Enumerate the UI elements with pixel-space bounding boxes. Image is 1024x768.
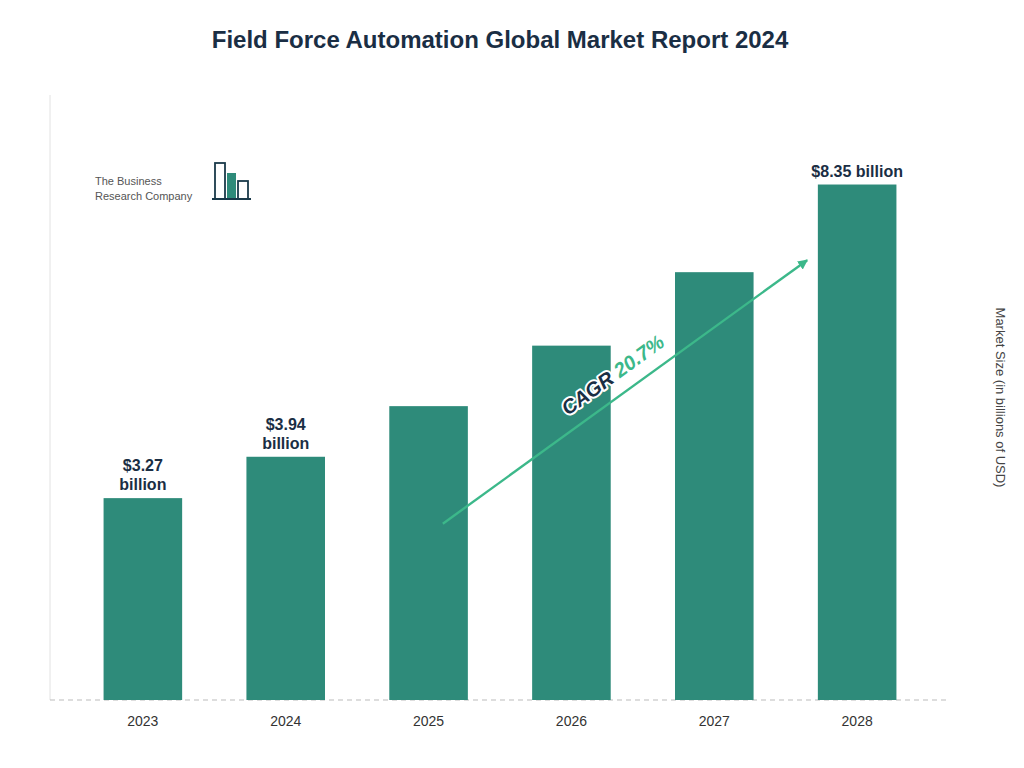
- data-label: $3.27billion: [119, 457, 166, 493]
- x-tick-label: 2028: [842, 713, 873, 729]
- cagr-arrow: [443, 260, 807, 524]
- x-tick-label: 2025: [413, 713, 444, 729]
- x-tick-label: 2023: [127, 713, 158, 729]
- logo-building: [215, 163, 225, 199]
- background: [0, 0, 1024, 768]
- bar: [246, 457, 325, 700]
- logo: The BusinessResearch Company: [95, 163, 251, 202]
- data-label: $3.94billion: [262, 416, 309, 452]
- y-axis-label: Market Size (in billions of USD): [993, 308, 1008, 488]
- bars: [104, 185, 897, 700]
- x-tick-label: 2024: [270, 713, 301, 729]
- bar: [675, 272, 754, 700]
- bar: [818, 185, 897, 700]
- baseline: [50, 699, 950, 700]
- cagr-annotation: CAGR 20.7%: [557, 330, 668, 419]
- y-axis-line: [50, 95, 51, 700]
- x-tick-label: 2027: [699, 713, 730, 729]
- data-label: $8.35 billion: [811, 163, 903, 180]
- x-tick-label: 2026: [556, 713, 587, 729]
- chart: Field Force Automation Global Market Rep…: [0, 0, 1024, 768]
- logo-building: [227, 173, 236, 199]
- logo-building: [238, 181, 248, 199]
- chart-container: Field Force Automation Global Market Rep…: [0, 0, 1024, 768]
- logo-text: The BusinessResearch Company: [95, 175, 193, 202]
- bar: [104, 498, 183, 700]
- logo-base: [212, 198, 251, 200]
- bar: [389, 406, 468, 700]
- title: Field Force Automation Global Market Rep…: [212, 26, 789, 53]
